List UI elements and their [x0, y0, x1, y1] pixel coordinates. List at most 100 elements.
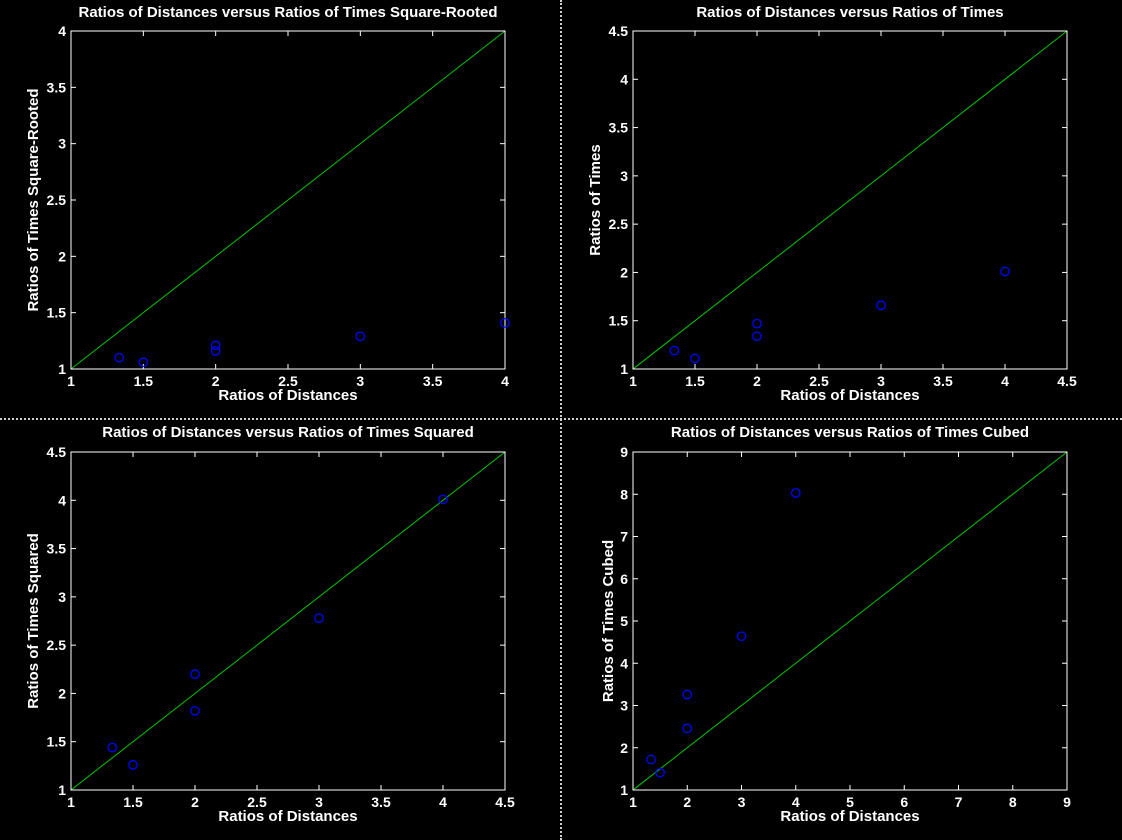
reference-line	[632, 451, 1068, 791]
y-tick-label: 4	[620, 71, 628, 87]
data-point	[190, 705, 200, 716]
y-axis-label: Ratios of Times Cubed	[600, 540, 617, 702]
y-tick-label: 4	[620, 655, 628, 671]
y-tick-label: 1.5	[609, 313, 629, 329]
chart-panel-1: 1 1.5 2 2.5 3 3.5 4 1 1.5 2 2.5 3 3.5 4 Ratios of Dist…	[25, 4, 510, 404]
x-tick-label: 2	[212, 373, 220, 389]
x-tick-label: 3	[315, 794, 323, 810]
x-axis-label: Ratios of Distances	[780, 808, 919, 825]
data-point	[646, 754, 656, 765]
y-tick-label: 8	[620, 486, 628, 502]
data-point	[210, 346, 221, 356]
x-tick-label: 3	[738, 794, 746, 810]
y-tick-label: 3	[620, 168, 628, 184]
reference-line	[70, 30, 506, 370]
data-point	[682, 723, 693, 734]
chart-title: Ratios of Distances versus Ratios of Tim…	[671, 424, 1029, 441]
data-point	[790, 488, 801, 498]
y-tick-label: 1.5	[47, 734, 67, 750]
x-tick-label: 2.5	[278, 373, 298, 389]
data-point	[438, 494, 448, 505]
data-point	[752, 318, 762, 329]
y-tick-label: 2.5	[609, 216, 629, 232]
x-tick-label: 3	[877, 373, 885, 389]
x-tick-label: 2.5	[809, 373, 829, 389]
data-point	[190, 669, 200, 679]
vertical-divider	[560, 0, 562, 840]
y-tick-label: 4	[58, 492, 66, 508]
data-point	[355, 331, 366, 342]
y-tick-label: 3	[58, 136, 66, 152]
x-tick-label: 7	[955, 794, 963, 810]
y-axis-label: Ratios of Times	[587, 144, 604, 255]
horizontal-divider	[0, 418, 1122, 420]
y-tick-label: 6	[620, 571, 628, 587]
reference-line	[70, 451, 506, 791]
x-tick-label: 4	[501, 373, 509, 389]
x-tick-label: 3	[356, 373, 364, 389]
y-tick-label: 1	[620, 782, 628, 798]
x-tick-label: 8	[1009, 794, 1017, 810]
y-tick-label: 1.5	[47, 305, 67, 321]
y-tick-label: 3	[58, 589, 66, 605]
y-tick-label: 2.5	[47, 637, 67, 653]
y-tick-label: 1	[620, 361, 628, 377]
axes-box	[70, 451, 506, 791]
x-tick-label: 5	[846, 794, 854, 810]
chart-panel-3: 1 1.5 2 2.5 3 3.5 4 4.5 1 1.5 2 2.5 3 3.5 4 4.5 Ratios o…	[25, 424, 515, 825]
y-tick-label: 2	[620, 740, 628, 756]
chart-title: Ratios of Distances versus Ratios of Tim…	[696, 4, 1003, 21]
chart-panel-2: 1 1.5 2 2.5 3 3.5 4 4.5 1 1.5 2 2.5 3 3.5 4 4.5 Ratios o…	[587, 4, 1077, 404]
y-tick-label: 4.5	[609, 23, 629, 39]
reference-line	[632, 30, 1068, 370]
x-tick-label: 9	[1063, 794, 1071, 810]
x-tick-label: 6	[900, 794, 908, 810]
x-tick-label: 3.5	[933, 373, 953, 389]
y-tick-label: 3.5	[47, 541, 67, 557]
x-tick-label: 4	[439, 794, 447, 810]
y-tick-label: 2.5	[47, 192, 67, 208]
x-tick-label: 2.5	[247, 794, 267, 810]
axes-box	[632, 30, 1068, 370]
data-point	[138, 357, 149, 368]
chart-title: Ratios of Distances versus Ratios of Tim…	[102, 424, 474, 441]
data-point	[210, 340, 221, 351]
x-tick-label: 4.5	[495, 794, 515, 810]
x-tick-label: 2	[683, 794, 691, 810]
x-tick-label: 2	[753, 373, 761, 389]
data-point	[876, 300, 886, 311]
y-tick-label: 3.5	[609, 120, 629, 136]
data-point	[669, 345, 680, 356]
x-tick-label: 4	[1001, 373, 1009, 389]
x-tick-label: 1	[67, 373, 75, 389]
x-axis-label: Ratios of Distances	[218, 808, 357, 825]
x-tick-label: 1.5	[685, 373, 705, 389]
x-tick-label: 4.5	[1057, 373, 1077, 389]
x-tick-label: 4	[792, 794, 800, 810]
y-tick-label: 3.5	[47, 79, 67, 95]
x-axis-label: Ratios of Distances	[218, 387, 357, 404]
y-tick-label: 7	[620, 529, 628, 545]
y-tick-label: 3	[620, 698, 628, 714]
x-tick-label: 1	[67, 794, 75, 810]
chart-panel-4: 1 2 3 4 5 6 7 8 9 1 2 3 4 5 6 7 8 9 Ratios of Distances ve…	[600, 424, 1071, 825]
data-point	[107, 742, 118, 753]
data-point	[752, 331, 762, 342]
x-tick-label: 3.5	[423, 373, 443, 389]
x-tick-label: 3.5	[371, 794, 391, 810]
x-tick-label: 1.5	[123, 794, 143, 810]
data-point	[655, 767, 665, 778]
data-point	[114, 352, 125, 363]
data-point	[128, 760, 138, 770]
y-tick-label: 1	[58, 782, 66, 798]
data-point	[500, 317, 510, 328]
y-tick-label: 9	[620, 444, 628, 460]
data-point	[1000, 266, 1010, 277]
y-tick-label: 2	[58, 248, 66, 264]
data-point	[690, 353, 700, 364]
y-tick-label: 5	[620, 613, 628, 629]
x-tick-label: 1	[629, 794, 637, 810]
x-axis-label: Ratios of Distances	[780, 387, 919, 404]
y-tick-label: 4	[58, 23, 66, 39]
